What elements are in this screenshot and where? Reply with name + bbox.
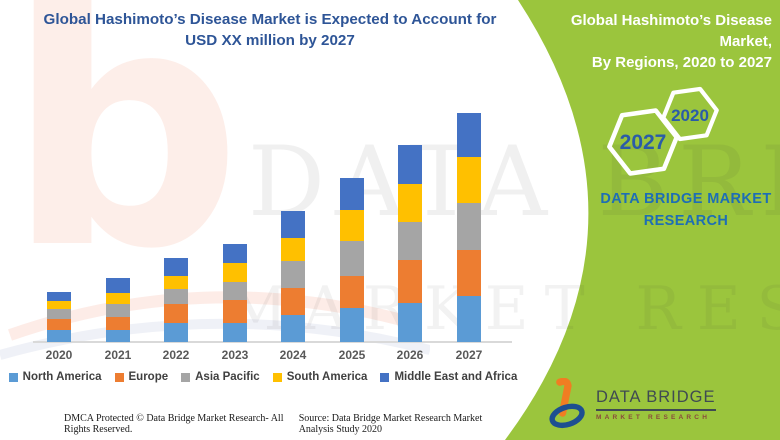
bar-2022 [164,258,188,342]
hexagon-2027-label: 2027 [620,131,667,154]
legend-item-north-america: North America [8,371,102,383]
bar-2026 [398,145,422,342]
segment-asia-pacific-2027 [457,203,481,250]
segment-north-america-2020 [47,330,71,342]
segment-south-america-2023 [223,263,247,282]
footer: DMCA Protected © Data Bridge Market Rese… [0,413,516,435]
legend-label-middle-east-and-africa: Middle East and Africa [394,371,518,383]
segment-europe-2026 [398,260,422,303]
segment-south-america-2020 [47,301,71,309]
panel-title-line2: By Regions, 2020 to 2027 [591,54,772,71]
panel-title-line1: Global Hashimoto’s Disease Market, [570,12,772,50]
bar-2023 [223,244,247,342]
logo-title: DATA BRIDGE [596,388,716,411]
company-logo: DATA BRIDGE MARKET RESEARCH [548,378,716,430]
x-axis-label-2026: 2026 [396,348,424,362]
segment-south-america-2025 [340,210,364,241]
x-axis-label-2022: 2022 [162,348,190,362]
hexagon-badges: 2027 2020 [607,86,719,176]
segment-europe-2021 [106,317,130,330]
panel-brand-text: DATA BRIDGE MARKET RESEARCH [596,188,776,232]
chart-legend: North America Europe Asia Pacific South Ame… [8,371,517,383]
segment-south-america-2026 [398,184,422,222]
x-axis-line [33,341,512,343]
segment-asia-pacific-2023 [223,282,247,300]
x-axis-label-2020: 2020 [45,348,73,362]
hexagon-2027-icon [607,108,679,176]
segment-north-america-2026 [398,303,422,342]
segment-europe-2023 [223,300,247,323]
segment-asia-pacific-2025 [340,241,364,276]
hexagon-2020-label: 2020 [671,106,709,125]
panel-brand-line2: RESEARCH [643,213,729,229]
x-axis-label-2023: 2023 [221,348,249,362]
segment-middle-east-and-africa-2022 [164,258,188,276]
source-note: Source: Data Bridge Market Research Mark… [298,413,483,435]
legend-item-south-america: South America [272,371,368,383]
segment-north-america-2027 [457,296,481,342]
segment-europe-2020 [47,319,71,330]
segment-north-america-2023 [223,323,247,342]
segment-south-america-2024 [281,238,305,261]
legend-label-asia-pacific: Asia Pacific [195,371,260,383]
legend-label-europe: Europe [128,371,169,383]
x-axis-label-2024: 2024 [279,348,307,362]
segment-asia-pacific-2020 [47,309,71,319]
green-panel-shape [505,0,780,440]
segment-middle-east-and-africa-2025 [340,178,364,210]
segment-north-america-2021 [106,330,130,342]
panel-title: Global Hashimoto’s Disease Market, By Re… [530,10,772,73]
segment-middle-east-and-africa-2026 [398,145,422,184]
x-axis-label-2025: 2025 [338,348,366,362]
segment-middle-east-and-africa-2027 [457,113,481,157]
bar-2020 [47,292,71,342]
segment-middle-east-and-africa-2024 [281,211,305,238]
legend-label-south-america: South America [286,371,368,383]
segment-south-america-2027 [457,157,481,203]
segment-north-america-2025 [340,308,364,342]
segment-south-america-2021 [106,293,130,304]
legend-item-asia-pacific: Asia Pacific [181,371,260,383]
bar-2024 [281,211,305,342]
legend-item-middle-east-and-africa: Middle East and Africa [380,371,517,383]
legend-swatch-asia-pacific [181,372,191,382]
logo-subtitle: MARKET RESEARCH [596,413,711,421]
legend-item-europe: Europe [114,371,169,383]
segment-south-america-2022 [164,276,188,289]
segment-asia-pacific-2024 [281,261,305,288]
segment-europe-2022 [164,304,188,323]
bar-2021 [106,278,130,342]
legend-swatch-europe [114,372,124,382]
bar-2027 [457,113,481,342]
logo-text: DATA BRIDGE MARKET RESEARCH [596,388,716,421]
segment-north-america-2024 [281,315,305,342]
legend-swatch-north-america [8,372,18,382]
dmca-notice: DMCA Protected © Data Bridge Market Rese… [64,413,284,435]
segment-europe-2024 [281,288,305,315]
data-bridge-logo-icon [549,378,585,429]
segment-europe-2025 [340,276,364,308]
legend-swatch-middle-east-and-africa [380,372,390,382]
segment-asia-pacific-2026 [398,222,422,260]
legend-label-north-america: North America [22,371,102,383]
segment-europe-2027 [457,250,481,296]
segment-asia-pacific-2022 [164,289,188,304]
chart-title-line2: USD XX million by 2027 [185,32,355,49]
hexagon-2020-icon [661,86,719,142]
chart-title: Global Hashimoto’s Disease Market is Exp… [30,9,510,51]
x-axis-label-2021: 2021 [104,348,132,362]
bar-2025 [340,178,364,342]
segment-middle-east-and-africa-2021 [106,278,130,293]
x-axis-label-2027: 2027 [455,348,483,362]
chart-title-line1: Global Hashimoto’s Disease Market is Exp… [43,11,497,28]
segment-middle-east-and-africa-2023 [223,244,247,263]
panel-brand-line1: DATA BRIDGE MARKET [600,191,772,207]
segment-asia-pacific-2021 [106,304,130,317]
segment-north-america-2022 [164,323,188,342]
segment-middle-east-and-africa-2020 [47,292,71,301]
legend-swatch-south-america [272,372,282,382]
